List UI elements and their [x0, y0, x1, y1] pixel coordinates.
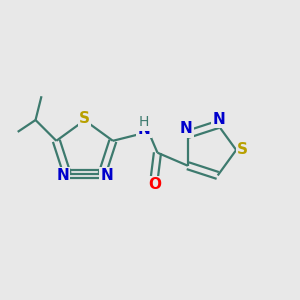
Text: N: N — [56, 168, 69, 183]
Text: O: O — [148, 177, 161, 192]
Text: N: N — [138, 122, 151, 137]
Text: N: N — [100, 168, 113, 183]
Text: S: S — [237, 142, 248, 158]
Text: S: S — [79, 111, 90, 126]
Text: H: H — [139, 116, 149, 129]
Text: N: N — [180, 122, 193, 136]
Text: N: N — [213, 112, 226, 127]
